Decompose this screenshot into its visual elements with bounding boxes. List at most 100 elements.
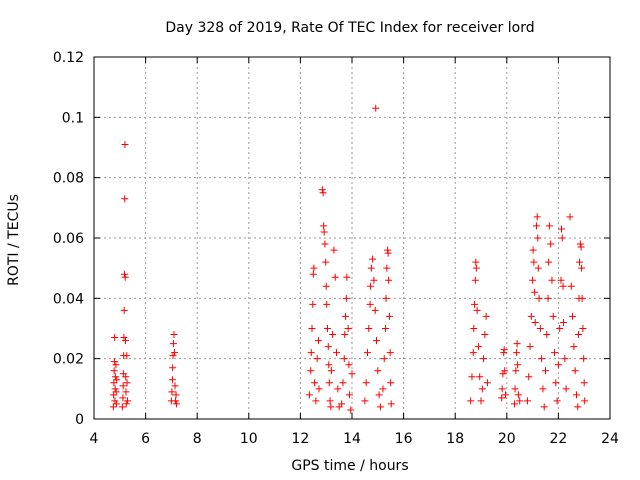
data-point [545, 222, 553, 230]
data-point [311, 379, 319, 387]
data-point [540, 403, 548, 411]
data-point [367, 282, 375, 290]
x-tick-label: 10 [240, 431, 258, 447]
data-point [581, 397, 589, 405]
data-point [498, 394, 506, 402]
data-point [363, 349, 371, 357]
data-point [320, 222, 328, 230]
data-point [318, 186, 326, 194]
data-point [121, 195, 129, 203]
data-point [547, 240, 555, 248]
data-point [471, 300, 479, 308]
data-point [385, 276, 393, 284]
y-tick-label: 0.06 [53, 231, 84, 247]
x-tick-label: 14 [343, 431, 361, 447]
data-point [320, 228, 328, 236]
data-point [472, 264, 480, 272]
data-point [169, 364, 177, 372]
x-tick-label: 6 [141, 431, 150, 447]
data-point [467, 397, 475, 405]
data-point [551, 349, 559, 357]
data-point [527, 312, 535, 320]
data-point [572, 391, 580, 399]
x-axis-label: GPS time / hours [291, 458, 408, 474]
data-point [110, 367, 118, 375]
data-point [387, 400, 395, 408]
y-tick-label: 0.04 [53, 291, 84, 307]
data-point [514, 391, 522, 399]
data-point [321, 240, 329, 248]
data-point [168, 388, 176, 396]
data-point [122, 400, 130, 408]
data-point [562, 385, 570, 393]
data-point [338, 400, 346, 408]
data-point [531, 288, 539, 296]
data-point [500, 346, 508, 354]
data-point [380, 355, 388, 363]
data-point [118, 403, 126, 411]
data-point [481, 331, 489, 339]
data-point [372, 104, 380, 112]
data-point [342, 312, 350, 320]
data-point [578, 264, 586, 272]
data-point [529, 246, 537, 254]
data-point [384, 249, 392, 257]
data-point [309, 300, 317, 308]
data-point [379, 385, 387, 393]
data-point [525, 373, 533, 381]
data-point [323, 300, 331, 308]
data-point [538, 355, 546, 363]
data-point [169, 340, 177, 348]
data-point [123, 352, 131, 360]
data-point [111, 385, 119, 393]
data-point [334, 385, 342, 393]
data-point [382, 325, 390, 332]
data-point [120, 270, 128, 278]
data-point [109, 403, 117, 411]
data-point [473, 306, 481, 314]
data-point [578, 294, 586, 302]
data-point [574, 403, 582, 411]
data-point [312, 397, 320, 405]
data-point [121, 140, 129, 148]
data-point [570, 343, 578, 351]
data-point [122, 373, 130, 381]
data-point [112, 388, 120, 396]
data-point [549, 312, 557, 320]
data-point [376, 403, 384, 411]
data-point [371, 306, 379, 314]
data-point [477, 397, 485, 405]
data-point [554, 361, 562, 369]
data-point [539, 385, 547, 393]
data-point [482, 312, 490, 320]
data-point [113, 376, 121, 384]
data-point [545, 258, 553, 266]
data-point [121, 337, 129, 345]
data-point [577, 243, 585, 251]
data-point [498, 385, 506, 393]
data-point [124, 397, 132, 405]
data-point [386, 349, 394, 357]
data-point [512, 367, 520, 375]
data-point [327, 403, 335, 411]
data-point [325, 361, 333, 369]
data-points [109, 104, 589, 414]
data-point [557, 225, 565, 233]
x-tick-label: 16 [395, 431, 413, 447]
data-point [553, 397, 561, 405]
data-point [111, 334, 119, 342]
data-point [531, 318, 539, 326]
data-point [468, 373, 476, 381]
x-tick-label: 18 [446, 431, 464, 447]
data-point [542, 367, 549, 375]
data-point [119, 394, 127, 402]
data-point [345, 391, 353, 399]
data-point [340, 355, 348, 363]
grid-lines [94, 57, 610, 419]
data-point [319, 189, 327, 197]
data-point [122, 388, 130, 396]
data-point [474, 343, 482, 351]
data-point [342, 294, 350, 302]
data-point [514, 361, 522, 369]
data-point [347, 406, 355, 414]
